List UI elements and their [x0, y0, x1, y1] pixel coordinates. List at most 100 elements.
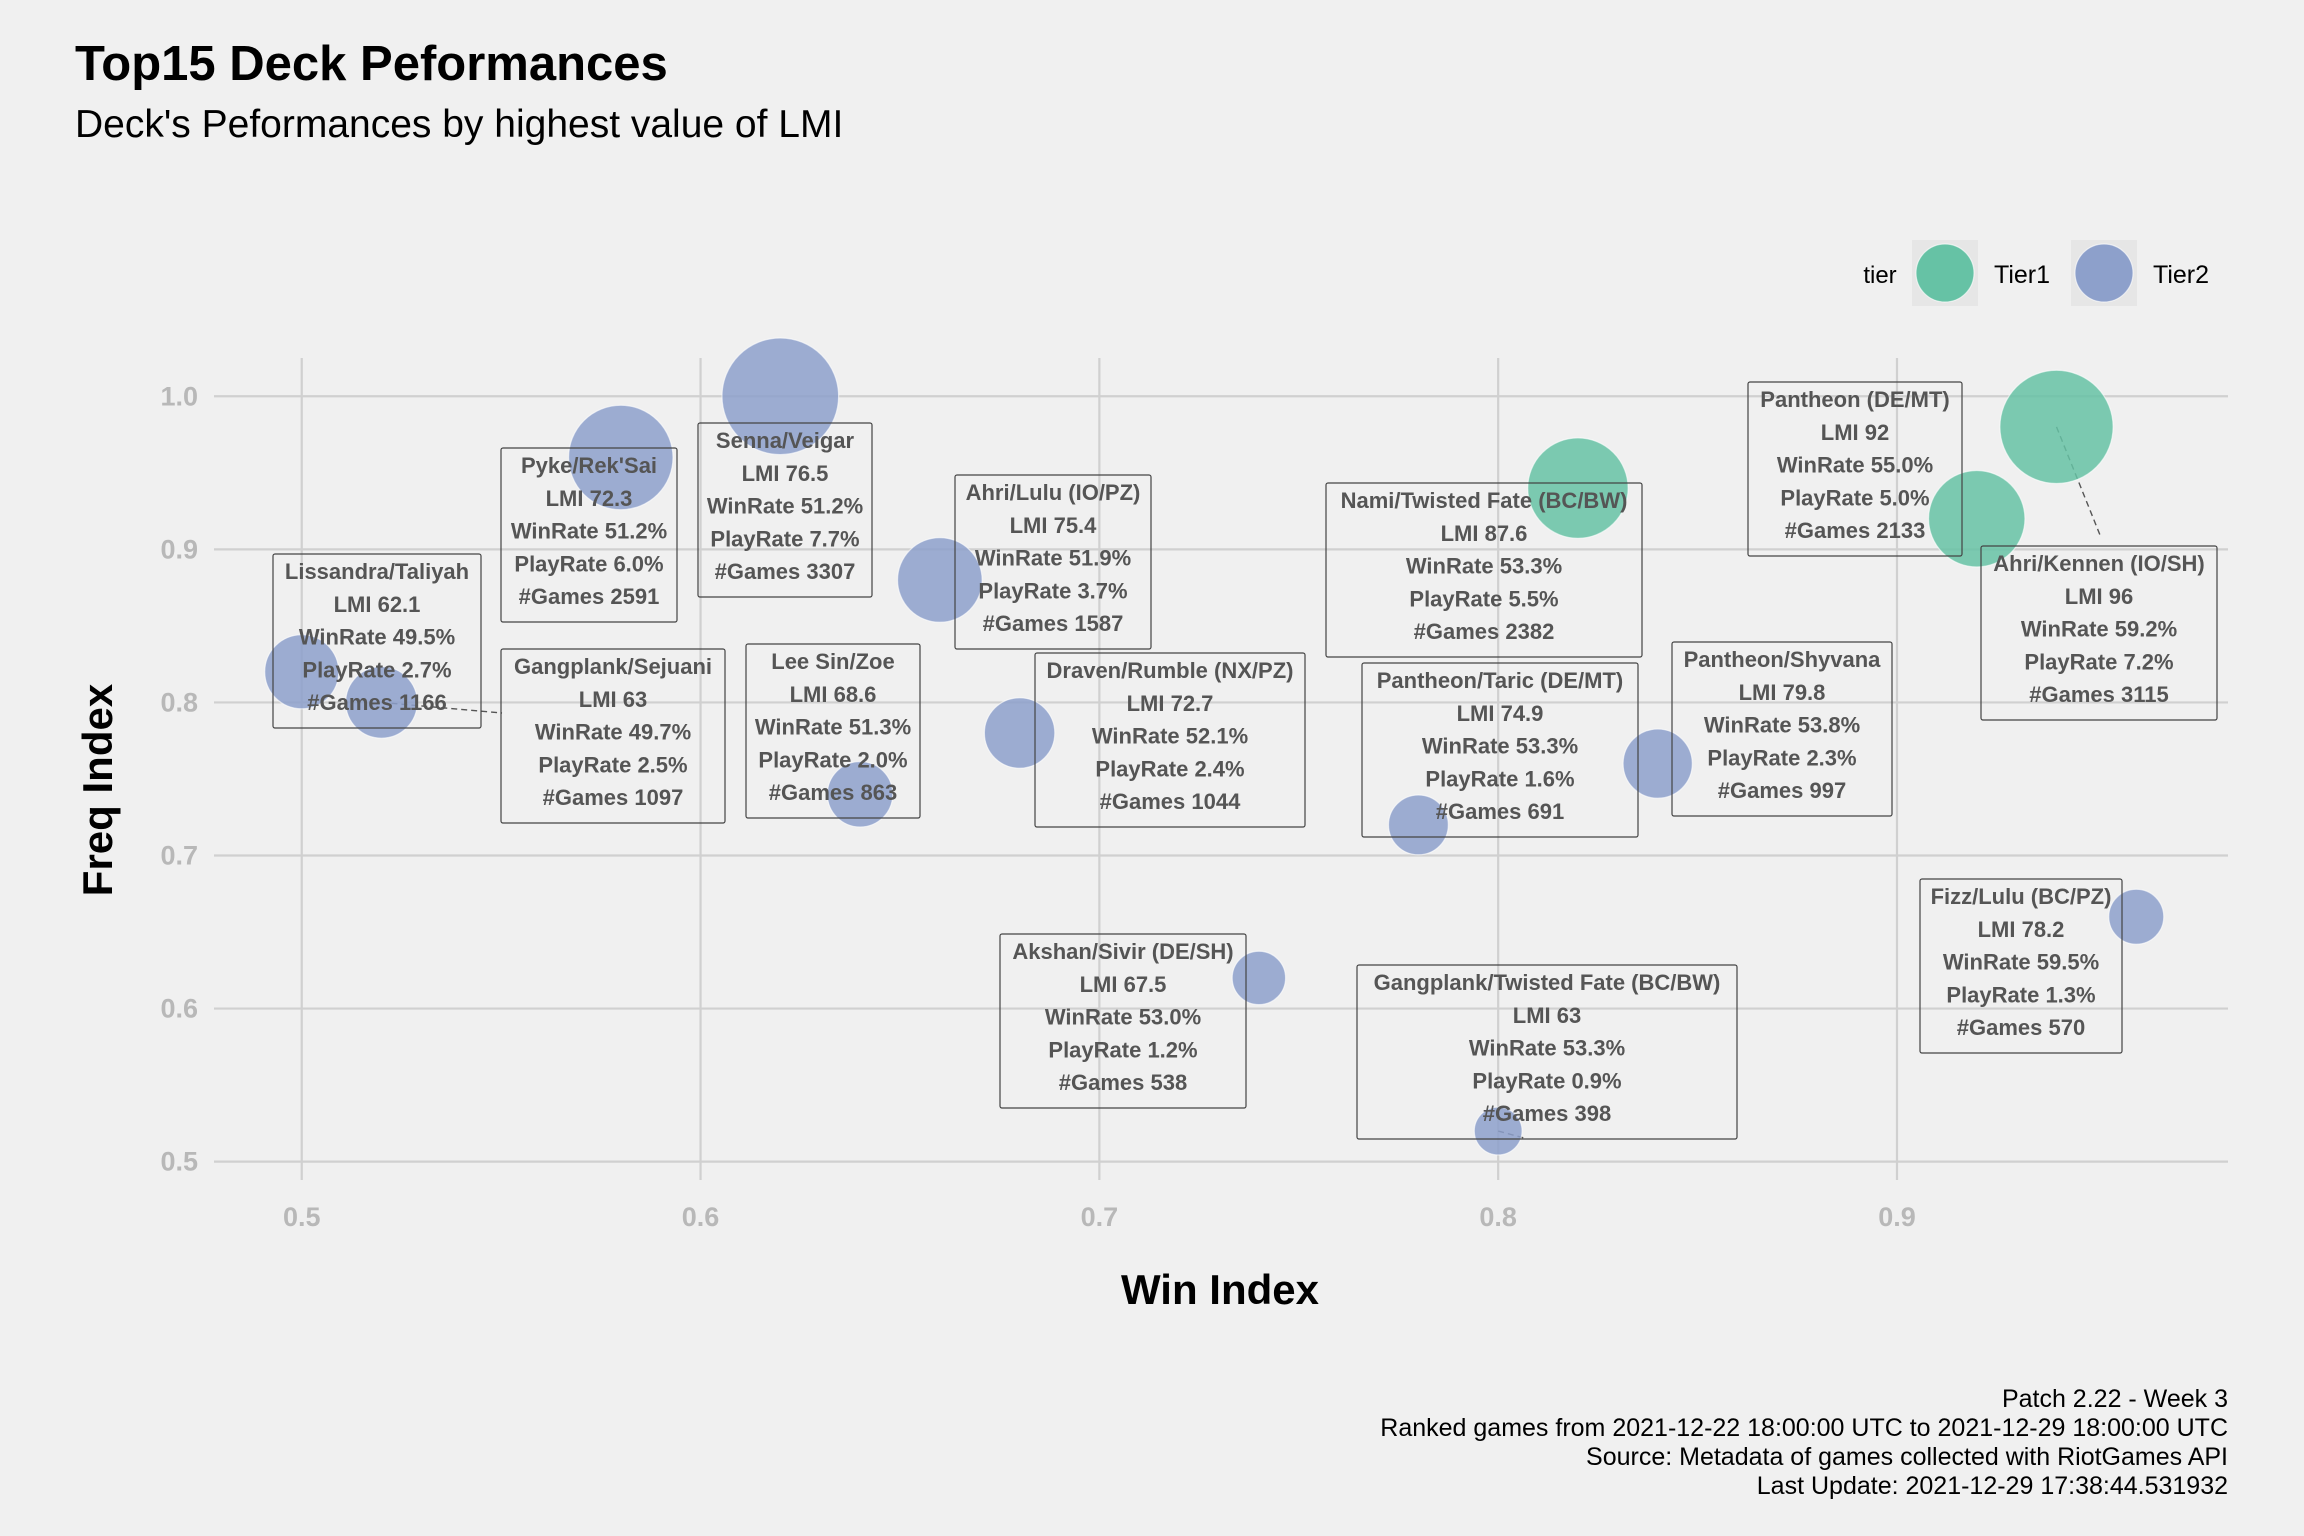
y-tick-label: 0.9: [160, 534, 198, 564]
legend-title: tier: [1863, 262, 1896, 289]
label-line: PlayRate 7.7%: [710, 526, 859, 551]
x-tick-label: 0.5: [283, 1202, 321, 1232]
label-line: WinRate 53.3%: [1469, 1036, 1625, 1061]
label-line: WinRate 59.2%: [2021, 617, 2177, 642]
data-point-pantheon-taric-de-mt: [1387, 794, 1449, 856]
legend-key-tier2: [2074, 243, 2134, 303]
label-line: Pantheon/Shyvana: [1684, 647, 1882, 672]
chart-title: Top15 Deck Peformances: [75, 37, 668, 91]
point-label-gangplank-sejuani: Gangplank/Sejuani LMI 63 WinRate 49.7% Play…: [500, 648, 726, 824]
label-line: PlayRate 5.5%: [1409, 586, 1558, 611]
label-line: #Games 1044: [1100, 789, 1241, 814]
label-line: #Games 1587: [983, 611, 1124, 636]
x-tick-label: 0.6: [682, 1202, 720, 1232]
label-line: LMI 87.6: [1441, 521, 1528, 546]
data-point-gangplank-twisted-fate-bc-bw: [1473, 1106, 1523, 1156]
label-box: [500, 648, 726, 824]
label-line: LMI 72.3: [546, 486, 633, 511]
label-line: LMI 63: [1513, 1003, 1581, 1028]
label-line: LMI 76.5: [742, 461, 829, 486]
label-line: WinRate 51.2%: [707, 494, 863, 519]
x-tick-label: 0.8: [1479, 1202, 1517, 1232]
label-line: WinRate 59.5%: [1943, 950, 2099, 975]
point-label-pantheon-shyvana: Pantheon/Shyvana LMI 79.8 WinRate 53.8% Pla…: [1671, 641, 1893, 817]
caption-line-1: Patch 2.22 - Week 3: [2002, 1385, 2228, 1413]
label-box: [1356, 964, 1738, 1140]
x-axis-title: Win Index: [1121, 1266, 1320, 1313]
data-point-nami-twisted-fate-bc-bw: [1527, 437, 1629, 539]
label-line: #Games 2133: [1785, 518, 1926, 543]
y-axis-title: Freq Index: [74, 683, 121, 896]
label-line: Senna/Veigar: [716, 428, 855, 453]
legend-key-tier1: [1915, 243, 1975, 303]
label-line: #Games 691: [1436, 799, 1564, 824]
data-point-ahri-lulu-io-pz: [896, 537, 983, 623]
label-line: #Games 538: [1059, 1070, 1187, 1095]
data-point-lissandra-taliyah: [264, 634, 340, 710]
point-labels: Ahri/Kennen (IO/SH) LMI 96 WinRate 59.2% Pl…: [272, 381, 2218, 1140]
label-line: Ahri/Lulu (IO/PZ): [966, 480, 1141, 505]
label-line: PlayRate 1.2%: [1048, 1037, 1197, 1062]
label-box: [500, 447, 678, 623]
label-line: LMI 75.4: [1010, 513, 1098, 538]
point-label-senna-veigar: Senna/Veigar LMI 76.5 WinRate 51.2% PlayRat…: [697, 422, 873, 598]
y-tick-label: 0.5: [160, 1147, 198, 1177]
label-line: #Games 398: [1483, 1101, 1611, 1126]
label-line: #Games 2382: [1414, 619, 1555, 644]
data-points: [264, 337, 2165, 1156]
data-point-ahri-kennen-io-sh: [1999, 369, 2114, 485]
label-line: Gangplank/Twisted Fate (BC/BW): [1374, 970, 1721, 995]
label-line: PlayRate 5.0%: [1780, 485, 1929, 510]
label-line: LMI 92: [1821, 420, 1889, 445]
point-label-fizz-lulu-bc-pz: Fizz/Lulu (BC/PZ) LMI 78.2 WinRate 59.5% Pl…: [1919, 878, 2123, 1054]
label-line: PlayRate 1.3%: [1946, 982, 2095, 1007]
point-label-lee-sin-zoe: Lee Sin/Zoe LMI 68.6 WinRate 51.3% PlayRate…: [745, 643, 921, 819]
label-line: LMI 67.5: [1080, 972, 1167, 997]
point-label-lissandra-taliyah: Lissandra/Taliyah LMI 62.1 WinRate 49.5% Pl…: [272, 553, 482, 729]
label-box: [999, 933, 1247, 1109]
label-line: WinRate 51.3%: [755, 715, 911, 740]
data-point-pyke-rek-sai: [567, 404, 674, 511]
label-line: PlayRate 1.6%: [1425, 766, 1574, 791]
label-line: #Games 3115: [2029, 682, 2168, 707]
caption-line-2: Ranked games from 2021-12-22 18:00:00 UT…: [1380, 1414, 2228, 1442]
caption-line-4: Last Update: 2021-12-29 17:38:44.531932: [1757, 1472, 2228, 1500]
label-box: [954, 474, 1152, 650]
legend-label-tier1: Tier1: [1994, 261, 2050, 289]
point-label-ahri-lulu-io-pz: Ahri/Lulu (IO/PZ) LMI 75.4 WinRate 51.9% Pl…: [954, 474, 1152, 650]
point-label-akshan-sivir-de-sh: Akshan/Sivir (DE/SH) LMI 67.5 WinRate 53.0…: [999, 933, 1247, 1109]
data-point-pantheon-shyvana: [1622, 728, 1693, 799]
label-line: PlayRate 7.2%: [2024, 649, 2173, 674]
label-line: #Games 2591: [519, 584, 660, 609]
legend-label-tier2: Tier2: [2153, 261, 2209, 289]
label-line: LMI 78.2: [1978, 917, 2065, 942]
label-line: WinRate 55.0%: [1777, 453, 1933, 478]
point-label-pyke-rek-sai: Pyke/Rek'Sai LMI 72.3 WinRate 51.2% PlayRat…: [500, 447, 678, 623]
label-line: #Games 997: [1718, 778, 1846, 803]
data-point-akshan-sivir-de-sh: [1231, 950, 1287, 1006]
y-axis-ticks: 0.5 0.6 0.7 0.8 0.9 1.0: [160, 381, 198, 1176]
label-box: [1034, 652, 1306, 828]
label-box: [745, 643, 921, 819]
label-line: WinRate 53.3%: [1422, 734, 1578, 759]
data-point-fizz-lulu-bc-pz: [2108, 888, 2165, 945]
data-point-lee-sin-zoe: [826, 760, 894, 828]
label-line: #Games 1166: [307, 690, 446, 715]
y-tick-label: 0.8: [160, 687, 198, 717]
label-line: #Games 863: [769, 780, 897, 805]
label-line: PlayRate 0.9%: [1472, 1068, 1621, 1093]
point-label-gangplank-twisted-fate-bc-bw: Gangplank/Twisted Fate (BC/BW) LMI 63 WinR…: [1356, 964, 1738, 1140]
label-line: #Games 1097: [543, 785, 684, 810]
label-line: Nami/Twisted Fate (BC/BW): [1341, 488, 1628, 513]
label-line: Lissandra/Taliyah: [285, 559, 469, 584]
y-tick-label: 0.6: [160, 994, 198, 1024]
label-box: [272, 553, 482, 729]
legend: tier Tier1 Tier2: [1863, 240, 2209, 306]
label-line: #Games 3307: [715, 559, 856, 584]
label-line: PlayRate 2.5%: [538, 752, 687, 777]
y-tick-label: 1.0: [160, 381, 198, 411]
label-box: [1325, 482, 1643, 658]
data-point-draven-rumble-nx-pz: [983, 697, 1056, 769]
label-line: WinRate 49.5%: [299, 625, 455, 650]
label-line: Ahri/Kennen (IO/SH): [1993, 551, 2204, 576]
